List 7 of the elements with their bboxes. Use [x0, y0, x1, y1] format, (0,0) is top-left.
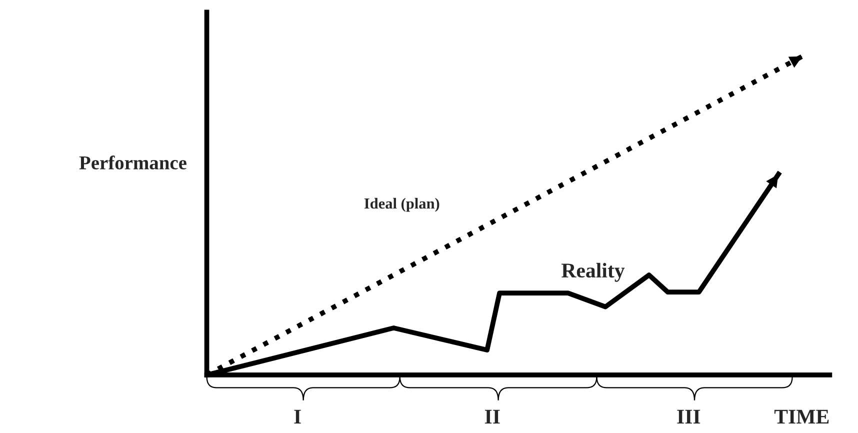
series-label: Reality — [562, 262, 625, 282]
text: I — [294, 410, 301, 424]
x-axis-title: TIME — [774, 410, 829, 424]
y-axis-title: Performance — [79, 156, 186, 170]
text: II — [484, 410, 500, 424]
text: Ideal (plan) — [364, 198, 440, 212]
text: III — [677, 410, 700, 424]
